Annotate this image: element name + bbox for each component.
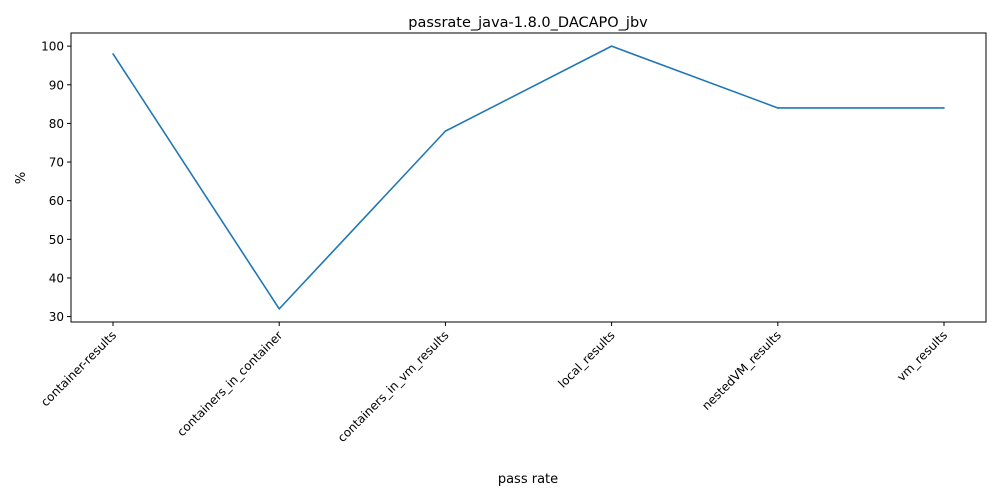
series-layer: [112, 45, 945, 310]
y-tick-label: 30: [49, 310, 64, 324]
series-line: [112, 45, 944, 310]
data-point: [444, 130, 447, 132]
data-point: [112, 53, 114, 55]
x-axis: container-results containers_in_container…: [38, 322, 950, 445]
x-tick-label: local_results: [555, 328, 617, 390]
y-tick-label: 80: [49, 117, 64, 131]
x-tick-label: nestedVM_results: [699, 328, 784, 413]
x-tick-label: vm_results: [894, 328, 950, 384]
x-tick-label: containers_in_container: [174, 328, 285, 439]
chart-title: passrate_java-1.8.0_DACAPO_jbv: [408, 15, 648, 31]
y-axis-label: %: [14, 172, 29, 184]
x-axis-label: pass rate: [498, 472, 558, 487]
plot-area-frame: [70, 32, 987, 323]
y-tick-label: 60: [49, 194, 64, 208]
y-tick-label: 90: [49, 78, 64, 92]
y-tick-label: 50: [49, 233, 64, 247]
data-point: [610, 45, 613, 47]
x-tick-label: container-results: [38, 328, 119, 409]
data-point: [777, 107, 779, 109]
x-tick-label: containers_in_vm_results: [335, 328, 452, 445]
data-point: [278, 308, 281, 310]
y-tick-label: 40: [49, 271, 64, 285]
y-tick-label: 100: [41, 40, 64, 54]
data-point: [943, 107, 945, 109]
y-tick-label: 70: [49, 156, 64, 170]
y-axis: 30 40 50 60 70 80 90 100: [41, 40, 71, 324]
